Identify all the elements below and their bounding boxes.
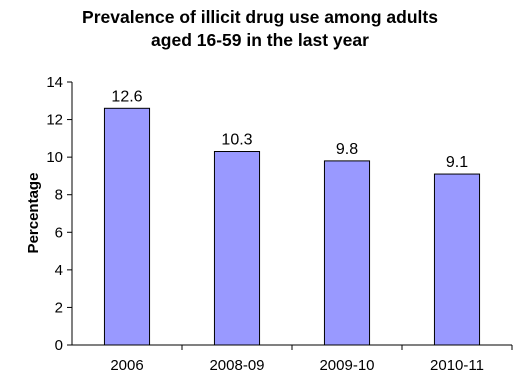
data-label: 9.8 [336,141,358,158]
y-tick-label: 6 [55,224,63,241]
x-tick-label: 2008-09 [209,357,264,374]
chart-title-line-2: aged 16-59 in the last year [151,30,369,50]
y-tick-label: 2 [55,299,63,316]
y-tick-label: 10 [46,149,63,166]
chart-title: Prevalence of illicit drug use among adu… [0,6,520,52]
axes [71,82,512,346]
chart-title-line-1: Prevalence of illicit drug use among adu… [82,7,438,27]
bar [433,173,481,346]
y-tick-label: 0 [55,337,63,354]
x-tick-label: 2009-10 [319,357,374,374]
bars: 12.6 2006 10.3 2008-09 9.8 2009-10 9.1 2010-11 [103,88,513,374]
bar [213,151,261,346]
data-label: 10.3 [221,132,252,149]
x-tick-label: 2010-11 [430,357,484,374]
data-label: 9.1 [446,154,468,171]
y-tick-label: 4 [55,262,63,279]
y-axis: 0 2 4 6 8 10 12 14 [46,74,72,354]
y-axis-label: Percentage [25,173,42,254]
bar [103,107,151,346]
y-tick-label: 14 [46,74,63,91]
data-label: 12.6 [111,88,142,105]
bar [323,160,371,346]
y-tick-label: 12 [46,112,63,129]
x-tick-label: 2006 [110,357,143,374]
y-tick-label: 8 [55,187,63,204]
